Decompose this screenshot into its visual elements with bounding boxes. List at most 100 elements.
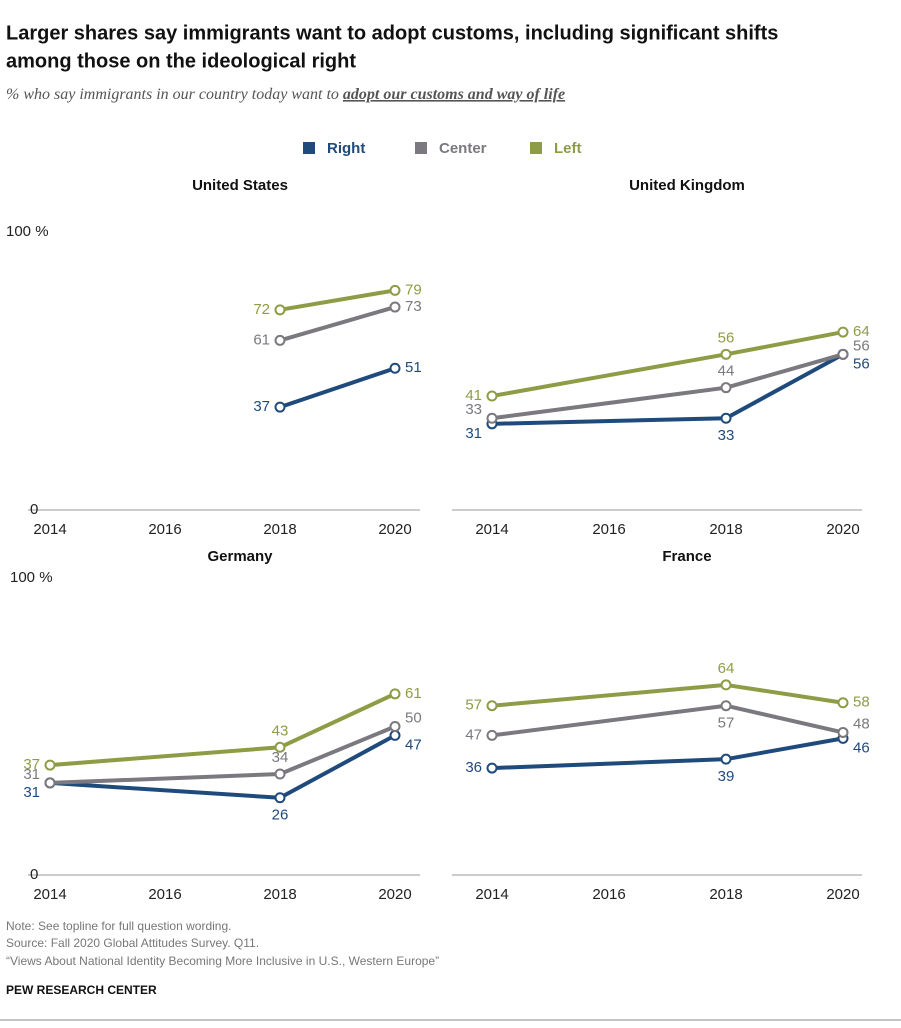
data-label: 43 (272, 722, 289, 739)
subtitle-prefix: % who say immigrants in our country toda… (6, 86, 339, 103)
data-point (837, 326, 849, 338)
data-point (274, 741, 286, 753)
x-tick-label: 2020 (826, 521, 859, 538)
data-label: 56 (718, 329, 735, 346)
data-point (486, 762, 498, 774)
data-label: 72 (253, 301, 270, 318)
data-label: 61 (405, 685, 422, 702)
data-label: 56 (853, 355, 870, 372)
note: Note: See topline for full question word… (6, 919, 231, 933)
data-point (389, 721, 401, 732)
y-tick-label: 100 % (10, 569, 53, 586)
data-label: 34 (272, 749, 289, 766)
x-tick-label: 2018 (709, 886, 742, 903)
x-tick-label: 2016 (592, 886, 625, 903)
x-tick-label: 2016 (148, 521, 181, 538)
x-tick-label: 2018 (263, 886, 296, 903)
panel-title: United States (192, 177, 288, 194)
legend-swatch (303, 142, 315, 154)
x-tick-label: 2020 (378, 886, 411, 903)
data-label: 41 (465, 387, 482, 404)
data-point (720, 679, 732, 691)
data-label: 31 (23, 784, 40, 801)
x-tick-label: 2014 (475, 886, 508, 903)
series-line (279, 366, 396, 410)
data-label: 36 (465, 759, 482, 776)
series-line (49, 692, 396, 768)
title-line: Larger shares say immigrants want to ado… (6, 22, 778, 44)
series-line (49, 724, 396, 785)
panel-title: United Kingdom (629, 177, 745, 194)
data-label: 64 (718, 660, 735, 677)
data-label: 46 (853, 739, 870, 756)
y-tick-label: 0 (30, 866, 38, 883)
data-label: 50 (405, 709, 422, 726)
data-point (837, 348, 849, 360)
y-tick-label: 100 % (6, 223, 49, 240)
data-label: 73 (405, 298, 422, 315)
data-label: 33 (718, 427, 735, 444)
data-point (44, 777, 56, 789)
data-point (274, 792, 286, 804)
data-label: 26 (272, 807, 289, 824)
data-point (389, 688, 401, 700)
title-line: among those on the ideological right (6, 50, 356, 72)
data-point (274, 768, 286, 780)
data-label: 51 (405, 359, 422, 376)
legend-label: Center (439, 140, 487, 157)
data-label: 39 (718, 768, 735, 785)
x-tick-label: 2020 (826, 886, 859, 903)
data-point (720, 348, 732, 360)
data-point (837, 726, 849, 738)
data-label: 31 (23, 766, 40, 783)
data-point (837, 697, 849, 709)
subtitle-emphasis: adopt our customs and way of life (343, 86, 565, 103)
panel-title: Germany (207, 548, 273, 565)
legend-label: Left (554, 140, 582, 157)
data-label: 44 (718, 363, 735, 380)
data-point (720, 412, 732, 424)
data-label: 47 (405, 736, 422, 753)
data-label: 37 (23, 756, 40, 773)
series-line (279, 288, 396, 312)
data-label: 57 (465, 697, 482, 714)
series-line (491, 330, 844, 398)
x-tick-label: 2014 (33, 521, 66, 538)
note: Source: Fall 2020 Global Attitudes Surve… (6, 936, 259, 950)
data-label: 31 (465, 425, 482, 442)
data-label: 57 (718, 715, 735, 732)
data-point (44, 759, 56, 771)
data-point (486, 729, 498, 741)
x-tick-label: 2014 (33, 886, 66, 903)
data-label: 56 (853, 337, 870, 354)
series-line (491, 736, 844, 771)
data-point (486, 412, 498, 424)
note: “Views About National Identity Becoming … (6, 954, 439, 968)
x-tick-label: 2018 (263, 521, 296, 538)
data-label: 64 (853, 323, 870, 340)
legend-label: Right (327, 140, 365, 157)
data-label: 61 (253, 331, 270, 348)
data-label: 33 (465, 401, 482, 418)
data-point (720, 700, 732, 712)
x-tick-label: 2018 (709, 521, 742, 538)
data-point (486, 390, 498, 402)
x-tick-label: 2014 (475, 521, 508, 538)
data-point (389, 284, 401, 296)
data-point (274, 304, 286, 316)
data-point (389, 729, 401, 741)
data-point (720, 382, 732, 394)
data-label: 58 (853, 694, 870, 711)
data-label: 47 (465, 726, 482, 743)
brand: PEW RESEARCH CENTER (6, 983, 157, 997)
data-label: 48 (853, 715, 870, 732)
series-line (491, 682, 844, 708)
subtitle: % who say immigrants in our country toda… (6, 86, 565, 103)
y-tick-label: 0 (30, 501, 38, 518)
data-point (389, 301, 401, 313)
x-tick-label: 2016 (148, 886, 181, 903)
panel-title: France (662, 548, 711, 565)
legend-swatch (415, 142, 427, 154)
data-label: 37 (253, 398, 270, 415)
